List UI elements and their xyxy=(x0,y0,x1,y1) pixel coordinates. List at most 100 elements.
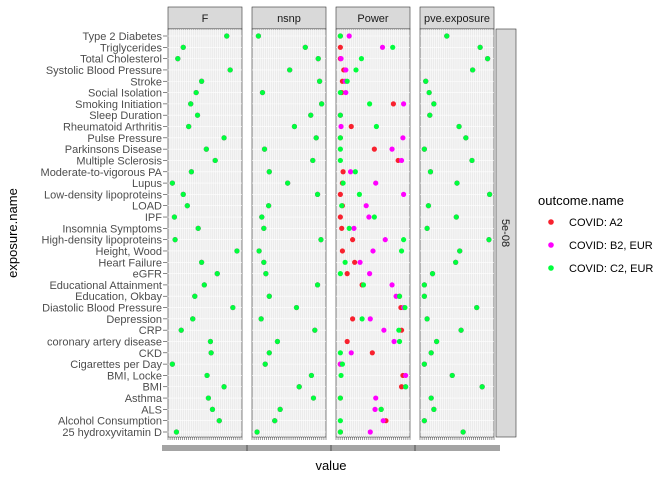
y-tick-label: Sleep Duration xyxy=(89,110,162,122)
data-point xyxy=(371,214,377,220)
y-tick-label: Diastolic Blood Pressure xyxy=(42,303,162,315)
y-tick-label: Total Cholesterol xyxy=(80,54,162,66)
data-point xyxy=(486,237,492,243)
data-point xyxy=(308,372,315,379)
y-tick-label: High-density lipoproteins xyxy=(42,235,163,247)
y-tick-label: CKD xyxy=(139,348,162,360)
data-point xyxy=(339,361,345,367)
data-point xyxy=(230,304,236,311)
data-point xyxy=(203,146,209,152)
facet-panel-f: F xyxy=(162,6,248,451)
data-point xyxy=(369,350,375,356)
facet-panel-power: Power xyxy=(330,6,416,451)
y-tick-label: Stroke xyxy=(130,76,162,88)
data-point xyxy=(398,157,405,164)
data-point xyxy=(421,146,427,152)
data-point xyxy=(214,271,220,277)
y-tick-label: Lupus xyxy=(132,178,162,190)
data-point xyxy=(169,180,175,186)
data-point xyxy=(351,225,357,231)
data-point xyxy=(313,135,319,141)
data-point xyxy=(347,169,354,175)
data-point xyxy=(358,56,365,62)
data-point xyxy=(261,146,268,152)
y-tick-label: Social Isolation xyxy=(88,88,162,100)
data-point xyxy=(449,372,455,379)
data-point xyxy=(195,225,201,231)
data-point xyxy=(337,395,343,401)
data-point xyxy=(302,44,308,50)
legend-label: COVID: B2, EUR xyxy=(569,240,653,252)
data-point xyxy=(337,191,343,197)
data-point xyxy=(425,203,432,209)
data-point xyxy=(398,384,405,390)
data-point xyxy=(337,271,343,277)
data-point xyxy=(428,350,434,356)
data-point xyxy=(339,203,345,209)
data-point xyxy=(337,350,343,356)
data-point xyxy=(434,338,440,345)
data-point xyxy=(224,33,230,39)
data-point xyxy=(403,372,409,379)
y-tick-label: Alcohol Consumption xyxy=(58,416,162,428)
row-strip-bg xyxy=(495,28,517,438)
data-point xyxy=(344,78,350,84)
data-point xyxy=(350,237,356,243)
data-point xyxy=(201,282,207,288)
data-point xyxy=(454,180,460,186)
facet-panel-pve-exposure: pve.exposure xyxy=(414,6,500,451)
data-point xyxy=(259,89,266,96)
facet-strip-label: pve.exposure xyxy=(424,13,490,25)
data-point xyxy=(342,259,348,265)
data-point xyxy=(310,157,316,164)
data-point xyxy=(184,203,190,209)
y-tick-label: CRP xyxy=(139,325,162,337)
data-point xyxy=(337,135,343,141)
facet-strip-label: F xyxy=(202,13,209,25)
data-point xyxy=(259,214,265,220)
data-point xyxy=(188,101,194,107)
data-point xyxy=(391,338,397,345)
data-point xyxy=(343,89,349,96)
data-point xyxy=(389,282,395,288)
legend-key xyxy=(548,265,554,271)
data-point xyxy=(401,101,407,107)
data-point xyxy=(337,429,343,435)
y-tick-label: Cigarettes per Day xyxy=(70,359,162,371)
data-point xyxy=(444,33,450,39)
data-point xyxy=(339,248,345,254)
data-point xyxy=(254,429,260,435)
data-point xyxy=(398,248,405,254)
data-point xyxy=(427,112,433,118)
data-point xyxy=(366,214,372,220)
data-point xyxy=(344,338,350,345)
y-tick-label: Rheumatoid Arthritis xyxy=(63,122,163,134)
data-point xyxy=(453,259,459,265)
data-point xyxy=(199,78,205,84)
data-point xyxy=(263,271,269,277)
data-point xyxy=(234,248,240,254)
data-point xyxy=(293,304,300,311)
data-point xyxy=(427,169,434,175)
data-point xyxy=(277,406,283,412)
data-point xyxy=(373,395,379,401)
y-tick-label: Height, Wood xyxy=(96,246,162,258)
data-point xyxy=(431,101,437,107)
data-point xyxy=(340,180,346,186)
data-point xyxy=(390,44,396,50)
data-point xyxy=(367,271,373,277)
data-point xyxy=(370,248,376,254)
x-tick-labels-overlapping xyxy=(414,445,500,451)
data-point xyxy=(453,214,459,220)
data-point xyxy=(319,101,325,107)
data-point xyxy=(457,248,463,254)
data-point xyxy=(173,429,180,435)
data-point xyxy=(367,316,373,322)
y-tick-label: Multiple Sclerosis xyxy=(76,155,162,167)
data-point xyxy=(221,135,227,141)
legend-label: COVID: A2 xyxy=(569,217,623,229)
y-tick-label: Education, Okbay xyxy=(75,291,162,303)
data-point xyxy=(310,395,317,401)
